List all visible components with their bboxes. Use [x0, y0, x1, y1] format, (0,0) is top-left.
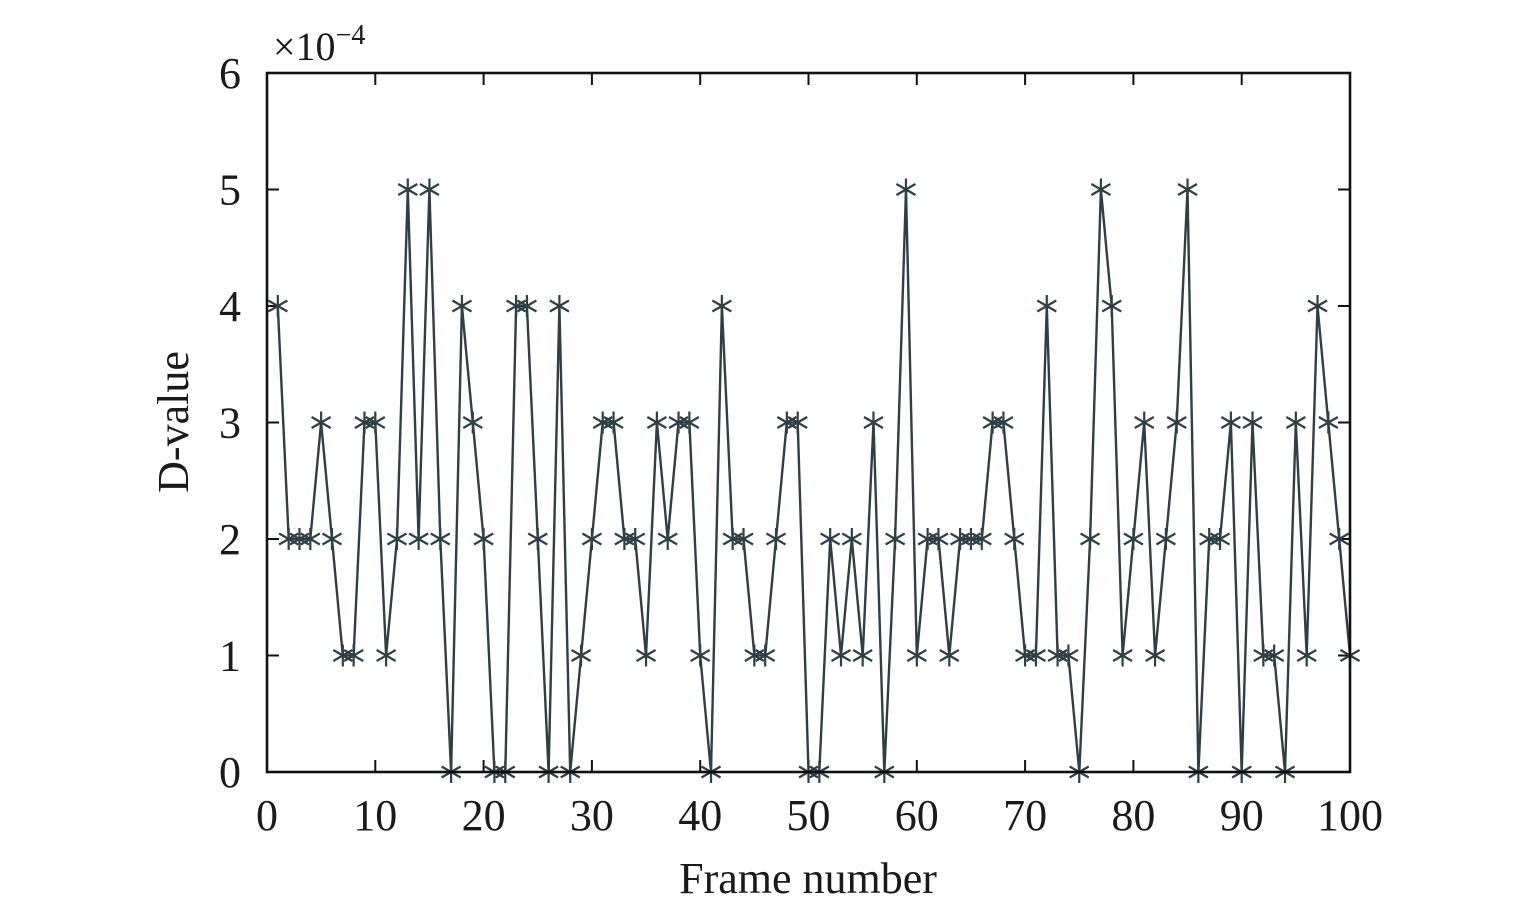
- data-point-marker: [1166, 411, 1187, 434]
- x-tick-label: 50: [787, 791, 831, 840]
- x-tick-label: 60: [895, 791, 939, 840]
- data-point-marker: [408, 528, 429, 550]
- scale-factor-exponent: −4: [336, 20, 366, 51]
- data-point-marker: [755, 644, 776, 667]
- y-tick-label: 0: [219, 748, 241, 797]
- y-tick-labels: 0 1 2 3 4 5 6: [219, 49, 241, 797]
- x-tick-labels: 0 10 20 30 40 50 60 70 80 90 100: [256, 791, 1383, 840]
- x-tick-label: 100: [1317, 791, 1383, 840]
- x-tick-label: 70: [1003, 791, 1047, 840]
- data-point-marker: [365, 411, 386, 434]
- x-axis-label: Frame number: [679, 854, 937, 903]
- data-point-marker: [321, 528, 343, 550]
- data-point-marker: [765, 528, 787, 550]
- data-point-marker: [1123, 528, 1144, 550]
- data-point-marker: [1090, 178, 1111, 201]
- x-tick-label: 20: [462, 791, 506, 840]
- data-point-marker: [1264, 644, 1285, 667]
- data-point-marker: [1329, 528, 1350, 550]
- scale-factor-label: ×10−4: [273, 20, 365, 69]
- x-tick-label: 10: [353, 791, 397, 840]
- data-point-marker: [971, 528, 992, 550]
- data-point-marker: [993, 411, 1014, 434]
- data-point-marker: [1285, 411, 1306, 434]
- data-point-marker: [1025, 644, 1047, 667]
- data-point-marker: [527, 528, 548, 550]
- data-point-marker: [679, 411, 700, 434]
- series-line: [276, 189, 1352, 774]
- data-point-marker: [1242, 411, 1263, 434]
- data-point-marker: [603, 411, 624, 434]
- data-point-marker: [570, 644, 592, 667]
- y-tick-label: 3: [219, 399, 241, 448]
- data-point-marker: [841, 528, 862, 550]
- data-point-marker: [1155, 528, 1176, 550]
- data-point-marker: [300, 528, 321, 550]
- data-point-marker: [473, 528, 494, 550]
- data-point-marker: [830, 644, 852, 667]
- data-point-marker: [657, 528, 678, 550]
- y-tick-label: 1: [219, 632, 241, 681]
- data-point-marker: [1101, 295, 1122, 317]
- y-tick-label: 5: [219, 166, 241, 215]
- data-point-marker: [1209, 528, 1231, 550]
- plot-area-frame: [265, 71, 1352, 774]
- data-point-marker: [625, 528, 646, 550]
- data-point-marker: [1318, 411, 1339, 434]
- data-point-marker: [451, 295, 473, 317]
- x-tick-label: 0: [256, 791, 278, 840]
- data-point-marker: [635, 644, 657, 667]
- data-point-marker: [928, 528, 949, 550]
- data-point-marker: [1177, 178, 1198, 201]
- x-tick-label: 40: [678, 791, 722, 840]
- y-tick-label: 4: [219, 282, 241, 331]
- data-point-marker: [939, 644, 960, 667]
- data-point-marker: [1112, 644, 1133, 667]
- data-point-marker: [787, 411, 808, 434]
- data-point-marker: [1004, 528, 1025, 550]
- data-point-marker: [549, 295, 570, 317]
- data-point-marker: [311, 411, 332, 434]
- data-point-marker: [462, 411, 483, 434]
- data-point-marker: [1296, 644, 1317, 667]
- x-tick-label: 80: [1111, 791, 1155, 840]
- data-point-marker: [646, 411, 667, 434]
- series-markers: [267, 178, 1361, 783]
- data-point-marker: [343, 644, 364, 667]
- x-tick-label: 30: [570, 791, 614, 840]
- data-point-marker: [1134, 411, 1155, 434]
- data-point-marker: [1080, 528, 1101, 550]
- data-point-marker: [1220, 411, 1241, 434]
- data-point-marker: [430, 528, 451, 550]
- data-point-marker: [267, 295, 288, 317]
- data-point-marker: [690, 644, 711, 667]
- axis-ticks: [266, 72, 1351, 773]
- data-point-marker: [581, 528, 602, 550]
- data-point-marker: [397, 178, 418, 201]
- y-tick-label: 2: [219, 515, 241, 564]
- data-point-marker: [895, 178, 917, 201]
- data-point-marker: [386, 528, 408, 550]
- data-point-marker: [1144, 644, 1166, 667]
- data-point-marker: [1058, 644, 1079, 667]
- y-tick-label: 6: [219, 49, 241, 98]
- data-point-marker: [376, 644, 397, 667]
- data-point-marker: [711, 295, 732, 317]
- data-point-marker: [906, 644, 927, 667]
- data-point-marker: [516, 295, 537, 317]
- data-point-marker: [863, 411, 884, 434]
- data-point-marker: [419, 178, 440, 201]
- data-point-marker: [820, 528, 841, 550]
- data-point-marker: [1036, 295, 1057, 317]
- data-point-marker: [733, 528, 754, 550]
- y-axis-label: D-value: [149, 351, 198, 493]
- scale-factor-base: ×10: [273, 24, 336, 69]
- x-tick-label: 90: [1220, 791, 1264, 840]
- data-point-marker: [852, 644, 873, 667]
- data-point-marker: [1307, 295, 1328, 317]
- data-point-marker: [885, 528, 906, 550]
